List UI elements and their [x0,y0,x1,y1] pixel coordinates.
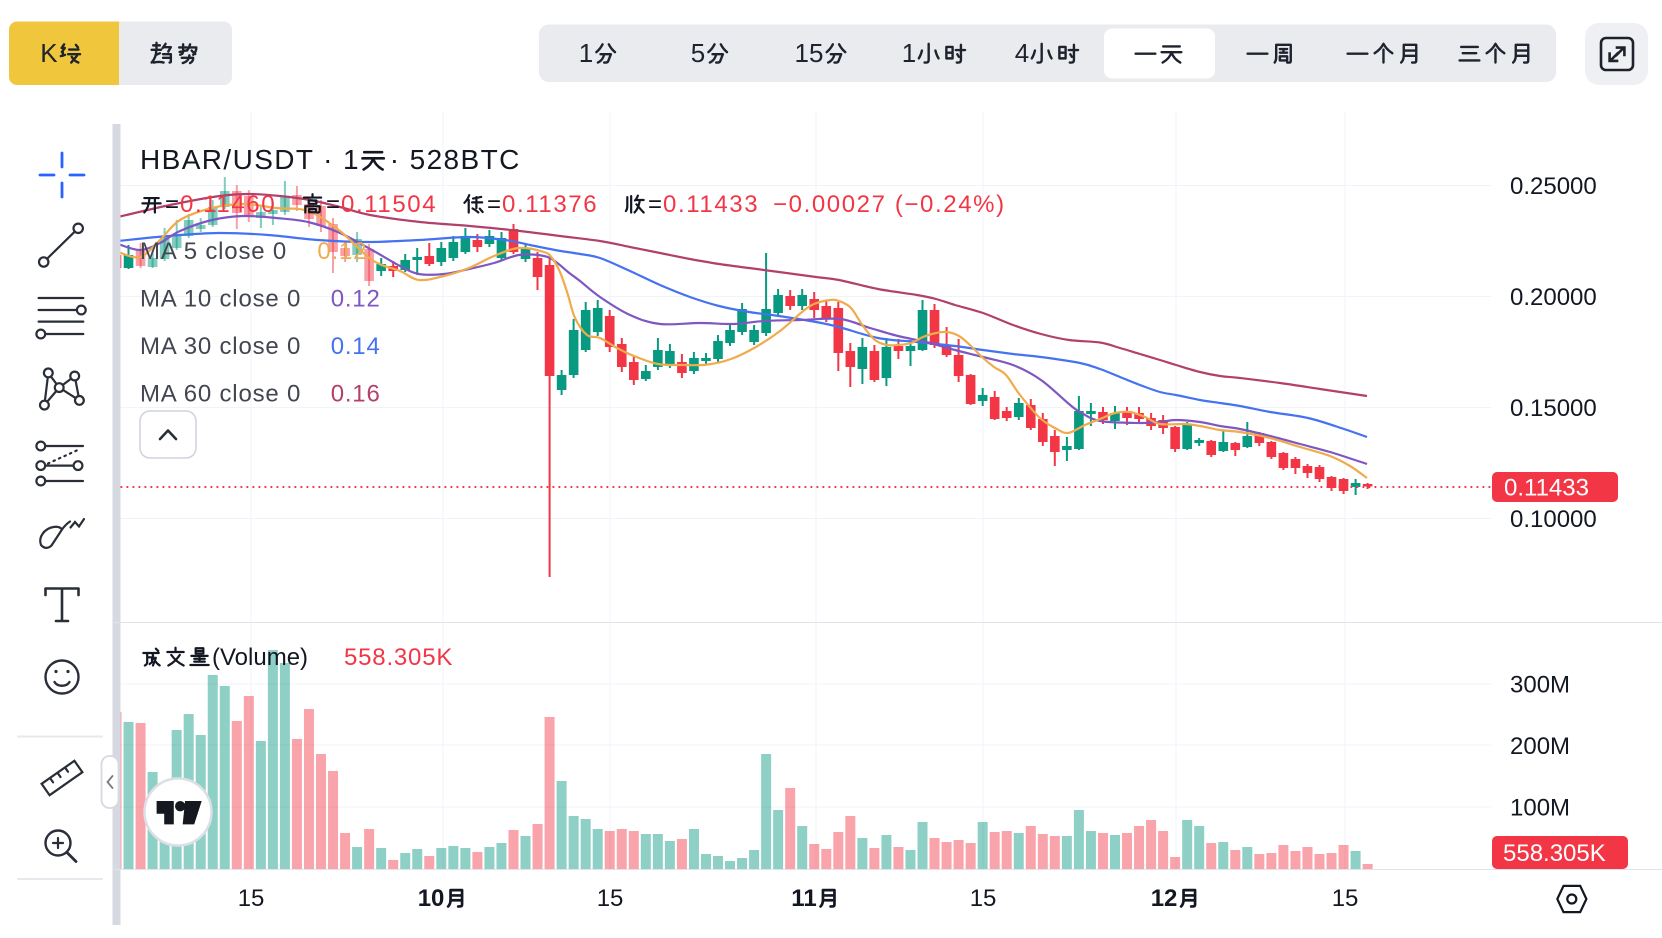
svg-text:15: 15 [597,885,624,912]
svg-text:0.25000: 0.25000 [1510,173,1597,200]
svg-text:=: = [326,191,340,218]
svg-text:0.20000: 0.20000 [1510,284,1597,311]
svg-text:=: = [487,191,501,218]
svg-text:11: 11 [791,885,816,912]
svg-text:K: K [40,38,58,68]
svg-text:100M: 100M [1510,795,1570,822]
svg-text:558.305K: 558.305K [344,644,453,671]
svg-text:12: 12 [1151,885,1178,912]
svg-text:5: 5 [691,38,705,68]
svg-text:1: 1 [902,38,916,68]
svg-text:0.15000: 0.15000 [1510,395,1597,422]
svg-text:MA 5 close 0: MA 5 close 0 [140,238,287,265]
svg-text:1: 1 [579,38,593,68]
svg-text:MA 60 close 0: MA 60 close 0 [140,381,301,408]
svg-text:=: = [165,191,179,218]
svg-text:· 528BTC: · 528BTC [390,144,521,175]
svg-text:0.12: 0.12 [317,238,367,265]
svg-text:558.305K: 558.305K [1503,840,1606,867]
svg-text:−0.00027 (−0.24%): −0.00027 (−0.24%) [773,191,1006,218]
svg-text:HBAR/USDT · 1: HBAR/USDT · 1 [140,144,360,175]
svg-text:0.11504: 0.11504 [341,191,437,218]
svg-text:0.12: 0.12 [331,286,381,313]
svg-text:0.10000: 0.10000 [1510,506,1597,533]
svg-text:0.16: 0.16 [331,381,381,408]
svg-text:15: 15 [1332,885,1359,912]
svg-text:10: 10 [418,885,445,912]
svg-text:200M: 200M [1510,733,1570,760]
svg-text:0.11433: 0.11433 [1504,475,1589,502]
svg-text:300M: 300M [1510,672,1570,699]
svg-text:15: 15 [795,38,824,68]
svg-text:0.11376: 0.11376 [502,191,598,218]
svg-text:MA 30 close 0: MA 30 close 0 [140,333,301,360]
svg-text:0.11433: 0.11433 [663,191,759,218]
svg-text:4: 4 [1015,38,1029,68]
svg-text:(Volume): (Volume) [212,644,308,671]
svg-text:15: 15 [970,885,997,912]
svg-text:15: 15 [238,885,265,912]
svg-text:0.11460: 0.11460 [180,191,276,218]
svg-text:=: = [648,191,662,218]
svg-text:0.14: 0.14 [331,333,381,360]
svg-text:MA 10 close 0: MA 10 close 0 [140,286,301,313]
